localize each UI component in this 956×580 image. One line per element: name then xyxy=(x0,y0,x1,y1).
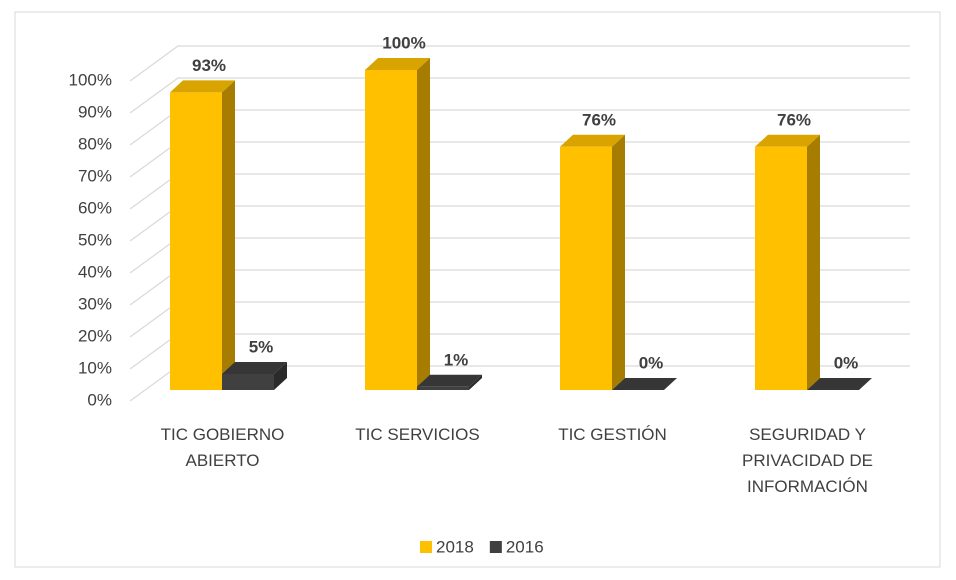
bar-face xyxy=(170,92,222,391)
y-tick-label: 80% xyxy=(78,134,112,153)
y-tick-label: 30% xyxy=(78,294,112,313)
bar-face xyxy=(807,378,872,390)
bar-face xyxy=(274,362,287,390)
bar xyxy=(807,378,872,390)
data-label: 1% xyxy=(444,350,469,369)
bar-face xyxy=(755,146,807,390)
x-tick-label: TIC GESTIÓN xyxy=(558,425,667,444)
bar xyxy=(612,378,677,390)
y-tick-label: 50% xyxy=(78,230,112,249)
legend-swatch xyxy=(489,541,502,553)
bar-face xyxy=(612,378,677,390)
bar-face xyxy=(222,374,274,390)
data-label: 0% xyxy=(834,353,859,372)
bar xyxy=(755,134,820,390)
data-label: 93% xyxy=(192,56,226,75)
x-tick-label: TIC SERVICIOS xyxy=(355,425,480,444)
data-label: 5% xyxy=(249,337,274,356)
bar-face xyxy=(417,58,430,390)
bar-face xyxy=(170,80,235,93)
bar-face xyxy=(365,70,417,390)
data-label: 0% xyxy=(639,353,664,372)
bar-face xyxy=(365,58,430,70)
bar xyxy=(560,134,625,390)
y-tick-label: 40% xyxy=(78,262,112,281)
grid-line xyxy=(129,45,910,82)
y-tick-label: 100% xyxy=(69,70,112,89)
y-tick-label: 90% xyxy=(78,102,112,121)
y-tick-label: 20% xyxy=(78,326,112,345)
x-tick-label: TIC GOBIERNO ABIERTO xyxy=(160,425,285,470)
bar xyxy=(365,58,430,390)
data-label: 100% xyxy=(382,33,425,52)
bar-face xyxy=(222,362,287,374)
bar-face xyxy=(612,134,625,390)
legend-swatch xyxy=(420,541,432,553)
y-tick-label: 70% xyxy=(78,166,112,185)
legend-label: 2018 xyxy=(436,537,474,556)
data-label: 76% xyxy=(777,110,811,129)
bar xyxy=(170,80,235,391)
bar-face xyxy=(560,146,612,390)
data-label: 76% xyxy=(582,110,616,129)
bar-face xyxy=(417,374,482,387)
bar-face xyxy=(755,134,820,147)
bar-face xyxy=(417,386,469,390)
bar-face xyxy=(560,134,625,147)
y-tick-label: 0% xyxy=(87,390,112,409)
y-tick-label: 10% xyxy=(78,358,112,377)
bar-face xyxy=(469,374,482,390)
grid-line xyxy=(129,77,910,114)
y-tick-label: 60% xyxy=(78,198,112,217)
legend-label: 2016 xyxy=(506,537,544,556)
bar xyxy=(222,362,287,390)
bar-face xyxy=(807,134,820,390)
bar-face xyxy=(222,80,235,391)
bar xyxy=(417,374,482,390)
x-tick-label: SEGURIDAD Y PRIVACIDAD DE INFORMACIÓN xyxy=(742,425,873,496)
